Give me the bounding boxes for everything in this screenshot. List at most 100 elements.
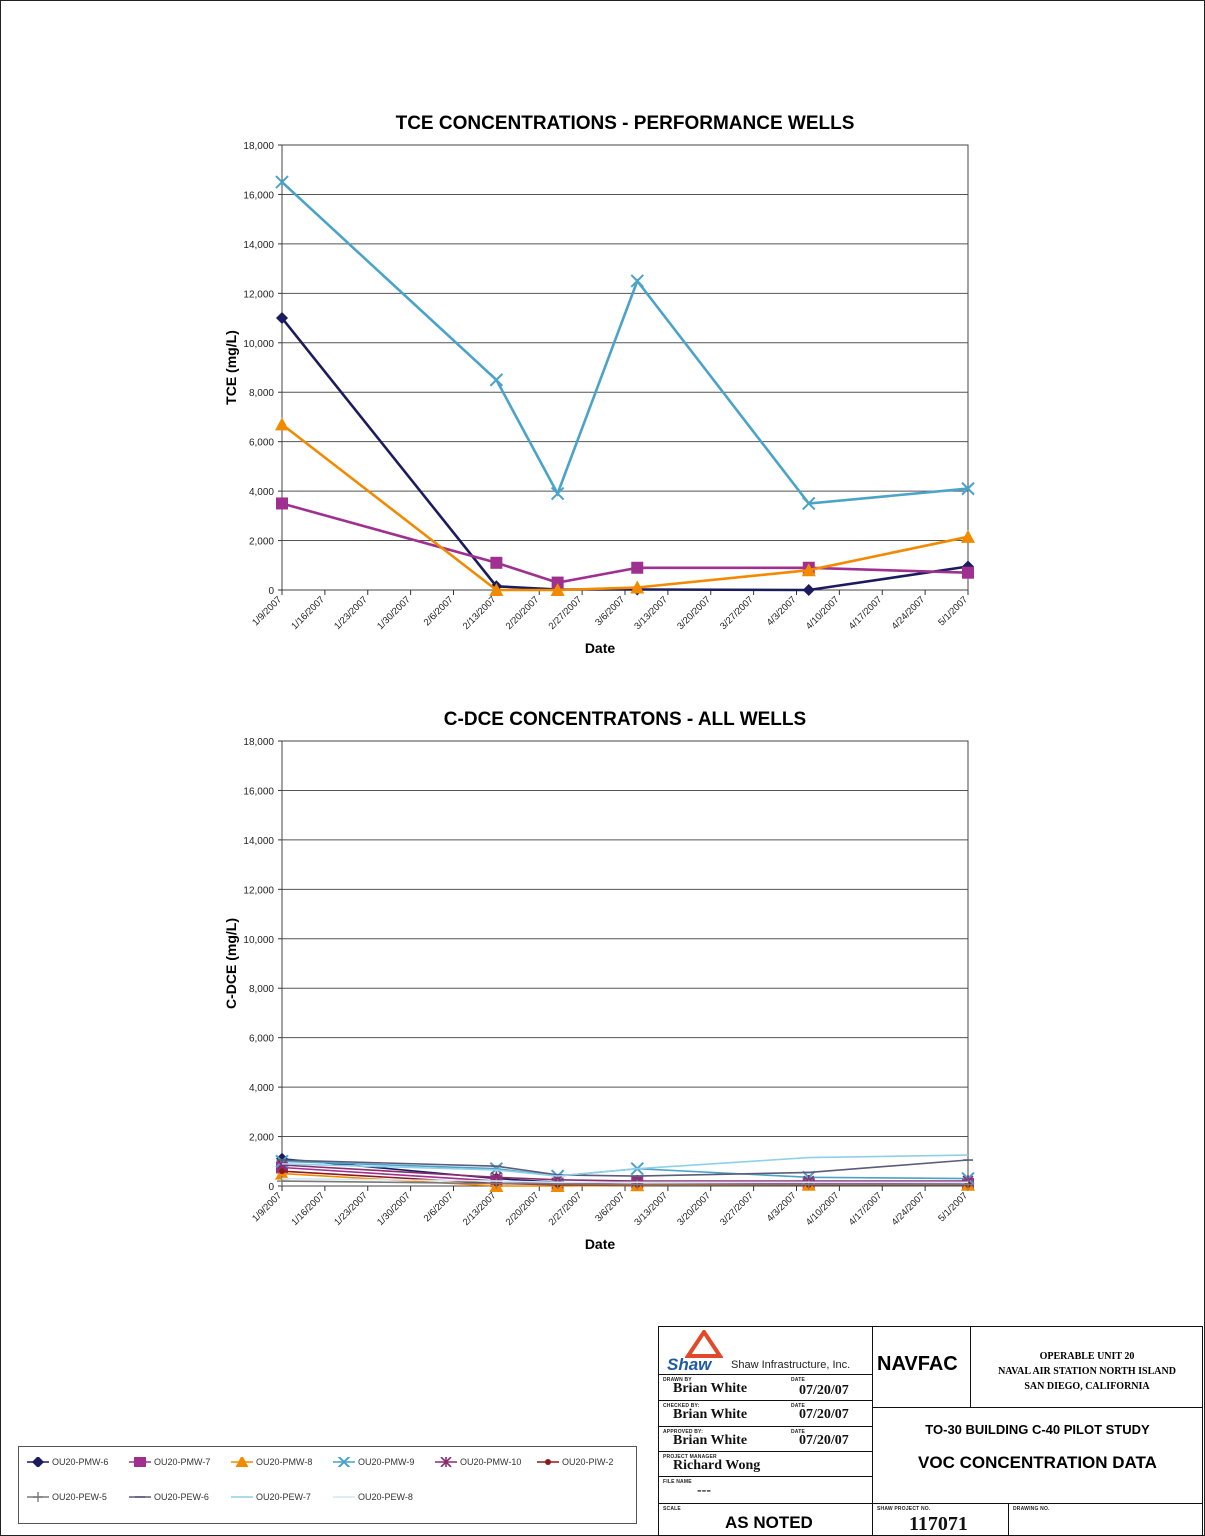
- data-point: [279, 1168, 285, 1175]
- data-point: [551, 576, 564, 589]
- divider: [659, 1426, 873, 1427]
- shaw-logo-icon: [685, 1330, 723, 1358]
- data-point: [632, 1179, 643, 1190]
- legend-label: OU20-PEW-5: [52, 1492, 107, 1502]
- drawing-no-label: DRAWING NO.: [1013, 1506, 1050, 1512]
- x-tick-label: 1/30/2007: [375, 594, 413, 632]
- x-axis-label: Date: [585, 1236, 616, 1252]
- data-point: [489, 373, 504, 387]
- legend-marker: [32, 1457, 44, 1467]
- x-tick-label: 2/27/2007: [547, 1190, 585, 1228]
- legend-marker: [440, 1457, 452, 1467]
- x-tick-label: 2/27/2007: [547, 594, 585, 632]
- series-line: [281, 181, 969, 505]
- x-tick-label: 1/23/2007: [332, 594, 370, 632]
- legend-item: OU20-PMW-8: [231, 1457, 312, 1467]
- data-point: [491, 1178, 502, 1189]
- legend-marker: [337, 1457, 351, 1467]
- y-tick-label: 14,000: [243, 240, 274, 251]
- legend-label: OU20-PMW-6: [52, 1457, 109, 1467]
- series-line: [280, 317, 969, 592]
- legend-swatch: [231, 1457, 253, 1467]
- y-tick-label: 16,000: [243, 190, 274, 201]
- x-tick-label: 5/1/2007: [936, 594, 970, 628]
- data-point: [489, 583, 504, 596]
- series-ou20-pmw-6: [276, 312, 974, 596]
- series-ou20-pew-7: [281, 1154, 969, 1177]
- data-point: [802, 496, 816, 511]
- scale-value: AS NOTED: [725, 1513, 813, 1532]
- project-no-label: SHAW PROJECT NO.: [877, 1506, 931, 1512]
- drawing-title: VOC CONCENTRATION DATA: [918, 1453, 1157, 1472]
- company-name: Shaw Infrastructure, Inc.: [731, 1359, 851, 1371]
- series-ou20-pew-8: [281, 1177, 968, 1184]
- y-tick-label: 18,000: [243, 141, 274, 152]
- data-point: [961, 529, 975, 543]
- legend-marker: [33, 1492, 43, 1502]
- legend-label: OU20-PMW-8: [256, 1457, 313, 1467]
- data-point: [962, 560, 974, 573]
- y-tick-label: 12,000: [243, 885, 274, 896]
- legend-swatch: [537, 1459, 559, 1465]
- divider: [970, 1327, 971, 1407]
- divider: [659, 1503, 873, 1504]
- checked-date: 07/20/07: [799, 1407, 849, 1422]
- title-block-right: NAVFAC OPERABLE UNIT 20 NAVAL AIR STATIO…: [872, 1326, 1203, 1536]
- legend-label: OU20-PMW-9: [358, 1457, 415, 1467]
- project-no: 117071: [909, 1513, 968, 1535]
- x-tick-label: 2/6/2007: [422, 594, 456, 628]
- y-tick-label: 14,000: [243, 836, 274, 847]
- study-title: TO-30 BUILDING C-40 PILOT STUDY: [925, 1422, 1150, 1437]
- checked-by: Brian White: [673, 1407, 748, 1422]
- x-tick-label: 4/24/2007: [890, 594, 928, 632]
- legend-item: OU20-PMW-10: [435, 1457, 521, 1467]
- y-tick-label: 0: [268, 586, 274, 597]
- legend-swatch: [231, 1496, 253, 1498]
- x-axis-label: Date: [585, 640, 616, 656]
- cdce-chart: 0 2,000 4,000 6,000 8,000 10,000 12,000 14,000 1…: [223, 737, 975, 1252]
- y-tick-label: 8,000: [249, 984, 274, 995]
- file-name: ---: [697, 1483, 711, 1498]
- location-line-2: NAVAL AIR STATION NORTH ISLAND: [998, 1366, 1176, 1377]
- tce-chart: 0 2,000 4,000 6,000 8,000 10,000 12,000 14,000 1…: [223, 141, 975, 656]
- data-point: [277, 1176, 287, 1187]
- x-tick-label: 1/9/2007: [250, 594, 284, 628]
- series-line: [281, 502, 969, 584]
- x-tick-label: 3/13/2007: [632, 594, 670, 632]
- y-tick-label: 16,000: [243, 786, 274, 797]
- x-tick-label: 3/6/2007: [593, 594, 627, 628]
- legend-swatch: [27, 1457, 49, 1467]
- legend-item: OU20-PMW-7: [129, 1457, 210, 1467]
- pm-label: PROJECT MANAGER: [663, 1454, 717, 1460]
- legend-label: OU20-PEW-8: [358, 1492, 413, 1502]
- data-point: [802, 584, 815, 596]
- series-ou20-pmw-7: [276, 497, 974, 589]
- approved-by: Brian White: [673, 1433, 748, 1448]
- drawn-by-label: DRAWN BY: [663, 1377, 692, 1383]
- x-tick-label: 1/9/2007: [250, 1190, 284, 1224]
- x-tick-label: 4/10/2007: [804, 594, 842, 632]
- data-point: [550, 486, 565, 501]
- divider: [1008, 1503, 1009, 1535]
- data-point: [961, 481, 975, 496]
- y-tick-label: 12,000: [243, 289, 274, 300]
- data-point: [631, 561, 644, 574]
- data-point: [803, 1179, 814, 1190]
- y-axis-label: TCE (mg/L): [223, 330, 239, 405]
- data-point: [275, 175, 289, 189]
- x-tick-label: 1/30/2007: [375, 1190, 413, 1228]
- x-tick-label: 2/13/2007: [461, 594, 499, 632]
- y-tick-label: 6,000: [249, 438, 274, 449]
- x-tick-label: 3/27/2007: [718, 594, 756, 632]
- x-tick-label: 3/6/2007: [593, 1190, 627, 1224]
- x-tick-label: 1/16/2007: [289, 1190, 327, 1228]
- x-tick-label: 3/27/2007: [718, 1190, 756, 1228]
- x-tick-label: 4/17/2007: [847, 594, 885, 632]
- divider: [659, 1400, 873, 1401]
- series-ou20-pmw-9: [275, 175, 975, 511]
- divider: [659, 1476, 873, 1477]
- plot-area: [281, 740, 969, 1187]
- legend-swatch: [129, 1496, 151, 1498]
- x-tick-label: 4/17/2007: [847, 1190, 885, 1228]
- x-tick-label: 3/13/2007: [632, 1190, 670, 1228]
